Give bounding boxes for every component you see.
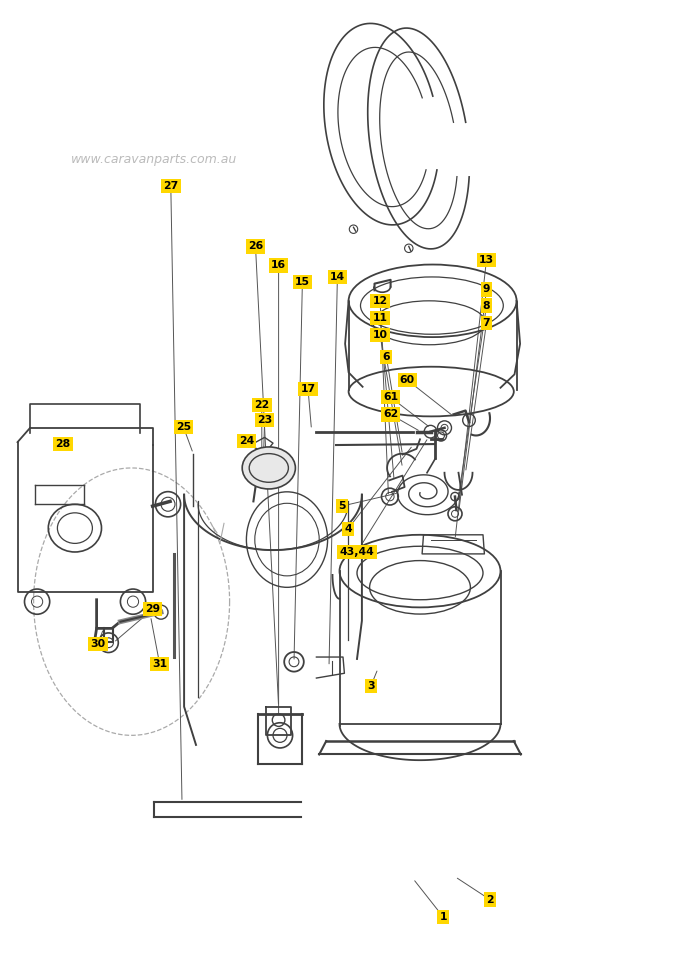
Text: 8: 8 bbox=[483, 301, 490, 310]
Text: 28: 28 bbox=[55, 439, 71, 449]
Text: 24: 24 bbox=[239, 436, 254, 446]
Text: 30: 30 bbox=[90, 639, 106, 648]
Text: 15: 15 bbox=[295, 277, 310, 286]
Text: 7: 7 bbox=[483, 318, 490, 328]
Text: 13: 13 bbox=[479, 255, 494, 265]
Text: 5: 5 bbox=[338, 501, 345, 511]
Text: 17: 17 bbox=[300, 384, 316, 393]
Text: 22: 22 bbox=[254, 400, 270, 410]
Text: 26: 26 bbox=[248, 242, 263, 251]
Text: 2: 2 bbox=[486, 895, 493, 904]
Text: 9: 9 bbox=[483, 285, 490, 294]
Text: 4: 4 bbox=[344, 524, 351, 534]
Text: 29: 29 bbox=[145, 605, 160, 614]
Text: 12: 12 bbox=[372, 296, 388, 306]
Text: 25: 25 bbox=[176, 422, 191, 432]
Text: 1: 1 bbox=[440, 912, 447, 922]
Text: 6: 6 bbox=[383, 352, 390, 362]
Text: 61: 61 bbox=[383, 393, 398, 402]
Text: 31: 31 bbox=[152, 659, 167, 668]
Text: 11: 11 bbox=[372, 313, 388, 323]
Text: 27: 27 bbox=[163, 181, 179, 191]
Text: 43,44: 43,44 bbox=[340, 547, 374, 557]
Text: 62: 62 bbox=[383, 410, 398, 419]
Ellipse shape bbox=[242, 447, 295, 489]
Text: 3: 3 bbox=[368, 681, 374, 690]
Text: www.caravanparts.com.au: www.caravanparts.com.au bbox=[71, 153, 237, 166]
Text: 16: 16 bbox=[271, 261, 286, 270]
Text: 60: 60 bbox=[400, 375, 415, 385]
Text: 14: 14 bbox=[330, 272, 345, 282]
Text: 23: 23 bbox=[257, 415, 272, 425]
Text: 10: 10 bbox=[372, 330, 388, 340]
